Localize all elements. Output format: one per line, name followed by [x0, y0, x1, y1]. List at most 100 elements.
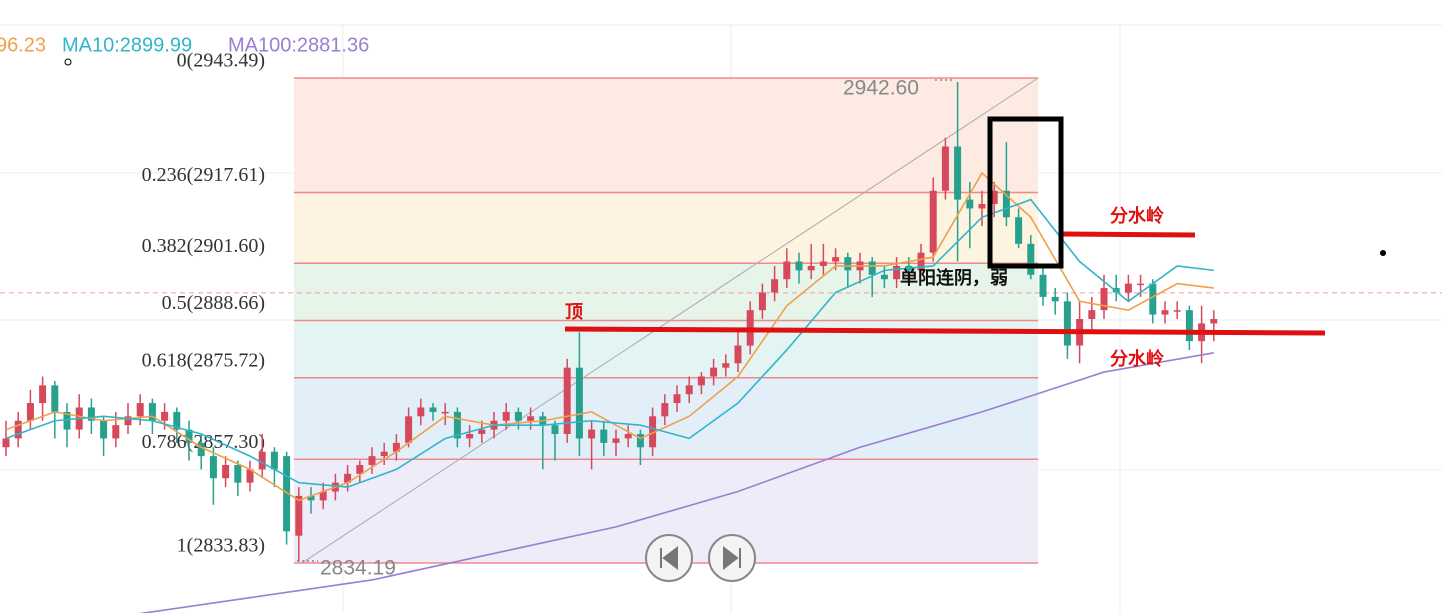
- candle-body: [124, 416, 132, 426]
- candle-body: [466, 434, 474, 439]
- candle-body: [26, 403, 34, 421]
- candle-body: [136, 403, 144, 417]
- candle-body: [1002, 190, 1010, 218]
- candle-body: [807, 265, 815, 271]
- candle-body: [880, 274, 888, 280]
- fib-levels: 0(2943.49) 0.236(2917.61) 0.382(2901.60) 0.…: [0, 50, 1442, 564]
- candle-body: [1210, 319, 1218, 324]
- candle-body: [39, 385, 47, 404]
- candle-body: [161, 411, 169, 421]
- candle-body: [734, 345, 742, 364]
- dot: [1380, 250, 1386, 256]
- candle-body: [771, 279, 779, 293]
- legend-entry: MA100:2881.36: [228, 34, 369, 56]
- candle-body: [978, 204, 986, 209]
- legend-entry: MA10:2899.99: [62, 34, 192, 56]
- candle-body: [258, 451, 266, 470]
- candle-body: [100, 420, 108, 439]
- candle-body: [673, 394, 681, 404]
- candle-body: [453, 411, 461, 439]
- annotation: 分水岭: [1110, 205, 1164, 226]
- trend-line: [301, 77, 1039, 564]
- candle-body: [783, 261, 791, 280]
- candle-body: [417, 407, 425, 417]
- candle-body: [234, 464, 242, 483]
- candle-body: [307, 495, 315, 501]
- fib-label: 0.5(2888.66): [162, 292, 265, 314]
- candle-body: [1063, 301, 1071, 346]
- fib-label: 0.618(2875.72): [142, 349, 265, 371]
- candle-body: [1112, 288, 1120, 293]
- candle-body: [819, 261, 827, 266]
- candle-body: [685, 385, 693, 395]
- annotation: 单阳连阴，弱: [900, 267, 1008, 288]
- ma-line: [5, 198, 1214, 488]
- candle-body: [185, 429, 193, 443]
- candle-body: [563, 367, 571, 435]
- candle-body: [222, 464, 230, 479]
- candle-body: [624, 434, 632, 439]
- candle-body: [1015, 217, 1023, 244]
- candle-body: [1100, 288, 1108, 311]
- next-button[interactable]: [708, 534, 756, 582]
- candle-body: [51, 385, 59, 412]
- candle-body: [283, 456, 291, 532]
- candle-body: [87, 407, 95, 421]
- candle-body: [392, 442, 400, 452]
- candle-body: [1051, 296, 1059, 302]
- candle-body: [1149, 283, 1157, 315]
- candle-body: [380, 451, 388, 457]
- candle-body: [14, 420, 22, 439]
- candle-body: [917, 252, 925, 271]
- candle-body: [966, 199, 974, 209]
- prev-button[interactable]: [645, 534, 693, 582]
- fib-band: [293, 263, 1039, 321]
- candle-body: [893, 265, 901, 280]
- candle-body: [588, 429, 596, 439]
- candle-body: [368, 456, 376, 465]
- candle-body: [551, 425, 559, 435]
- candle-body: [600, 429, 608, 443]
- legend-entry: 96.23: [0, 34, 46, 56]
- candle-body: [795, 261, 803, 271]
- candle-body: [63, 411, 71, 430]
- candle-body: [868, 261, 876, 275]
- candle-body: [844, 257, 852, 271]
- candle-body: [710, 367, 718, 377]
- highlight-box: [987, 116, 1064, 269]
- candle-body: [1124, 283, 1132, 293]
- fib-band: [293, 78, 1039, 193]
- ma-line: [138, 352, 1214, 613]
- candle-body: [405, 416, 413, 443]
- candle-body: [612, 438, 620, 443]
- ma-line: [5, 171, 1214, 502]
- candles: [2, 81, 1218, 562]
- candle-body: [636, 434, 644, 448]
- candle-body: [697, 376, 705, 386]
- fib-label: 1(2833.83): [177, 535, 265, 557]
- fib-label: 0.236(2917.61): [142, 164, 265, 186]
- candle-body: [1039, 274, 1047, 297]
- candle-body: [1027, 243, 1035, 275]
- candle-body: [575, 367, 583, 439]
- candle-body: [1137, 283, 1145, 286]
- low-label: 2834.19: [320, 557, 396, 580]
- candle-body: [527, 416, 535, 421]
- candle-body: [319, 491, 327, 501]
- annotation: 顶: [565, 302, 583, 322]
- high-label: 2942.60: [843, 77, 919, 100]
- candle-body: [929, 190, 937, 253]
- candle-body: [478, 429, 486, 435]
- candle-body: [1161, 310, 1169, 315]
- candle-body: [758, 292, 766, 311]
- candle-body: [1173, 310, 1181, 312]
- candle-body: [649, 416, 657, 448]
- candle-body: [954, 146, 962, 200]
- fib-band: [293, 192, 1039, 264]
- candle-body: [173, 411, 181, 430]
- candle-body: [197, 442, 205, 457]
- candle-body: [2, 438, 10, 448]
- candle-body: [990, 190, 998, 205]
- candle-body: [661, 403, 669, 417]
- candle-body: [295, 495, 303, 536]
